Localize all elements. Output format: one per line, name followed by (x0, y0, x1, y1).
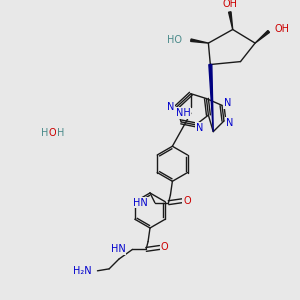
Text: O: O (161, 242, 168, 253)
Text: NH: NH (176, 108, 190, 118)
Polygon shape (255, 31, 269, 43)
Text: OH: OH (275, 25, 290, 34)
Text: H₂N: H₂N (73, 266, 92, 276)
Text: N: N (226, 118, 233, 128)
Text: O: O (49, 128, 56, 138)
Polygon shape (191, 39, 208, 43)
Text: N: N (167, 102, 174, 112)
Text: H: H (41, 128, 49, 138)
Polygon shape (229, 12, 233, 29)
Text: N: N (224, 98, 232, 108)
Text: HO: HO (167, 35, 182, 45)
Text: H: H (57, 128, 64, 138)
Polygon shape (209, 64, 213, 132)
Text: HN: HN (111, 244, 126, 254)
Text: OH: OH (222, 0, 237, 9)
Text: N: N (196, 123, 203, 133)
Text: HN: HN (133, 198, 148, 208)
Text: O: O (183, 196, 191, 206)
